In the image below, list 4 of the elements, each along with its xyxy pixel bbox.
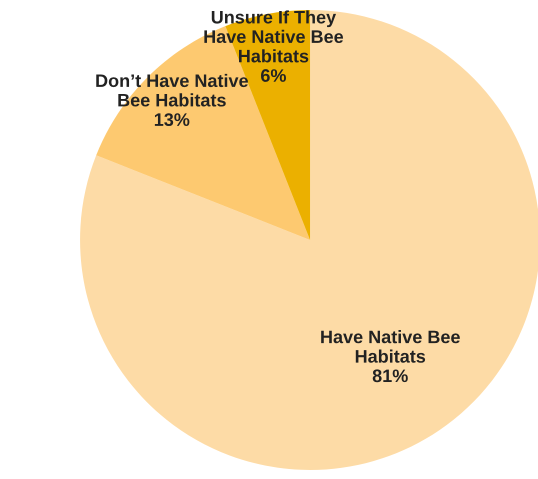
data-label: 81%	[372, 369, 408, 382]
data-label: 6%	[261, 69, 286, 82]
data-label: 13%	[154, 113, 190, 126]
slice-label: Have Native Bee Habitats	[321, 330, 460, 363]
